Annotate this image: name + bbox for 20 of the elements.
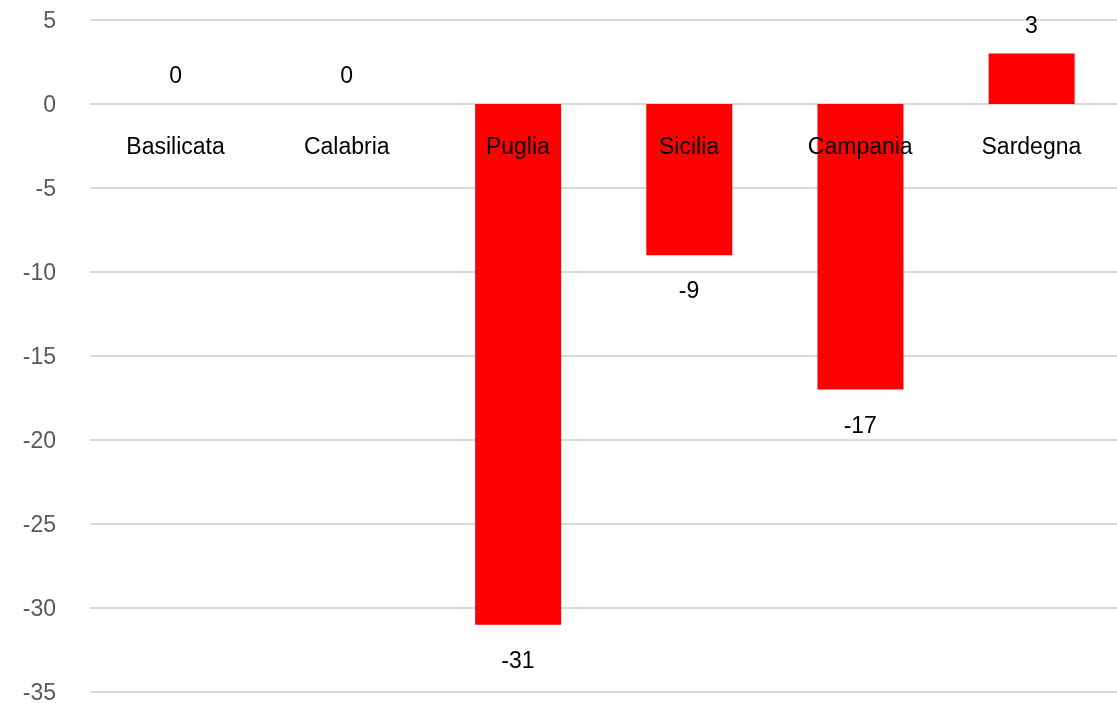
y-tick-label: 0 [43, 91, 56, 118]
x-tick-label: Sicilia [659, 133, 720, 159]
y-tick-label: -20 [22, 427, 56, 454]
y-tick-label: -35 [22, 679, 56, 703]
x-tick-label: Calabria [303, 133, 390, 159]
y-tick-label: -25 [22, 511, 56, 538]
data-label: -17 [843, 411, 877, 438]
y-tick-label: -10 [22, 259, 56, 286]
x-tick-label: Sardegna [981, 133, 1082, 159]
y-tick-label: -30 [22, 595, 56, 622]
data-label: -31 [501, 646, 535, 673]
data-label: 0 [169, 62, 182, 88]
data-label: -9 [678, 277, 700, 304]
y-tick-label: -5 [35, 175, 56, 202]
y-tick-label: 5 [43, 7, 56, 34]
data-label: 3 [1025, 11, 1038, 38]
x-tick-label: Basilicata [126, 133, 226, 159]
y-tick-label: -15 [22, 343, 56, 370]
x-tick-label: Puglia [485, 133, 551, 159]
data-label: 0 [340, 62, 354, 88]
